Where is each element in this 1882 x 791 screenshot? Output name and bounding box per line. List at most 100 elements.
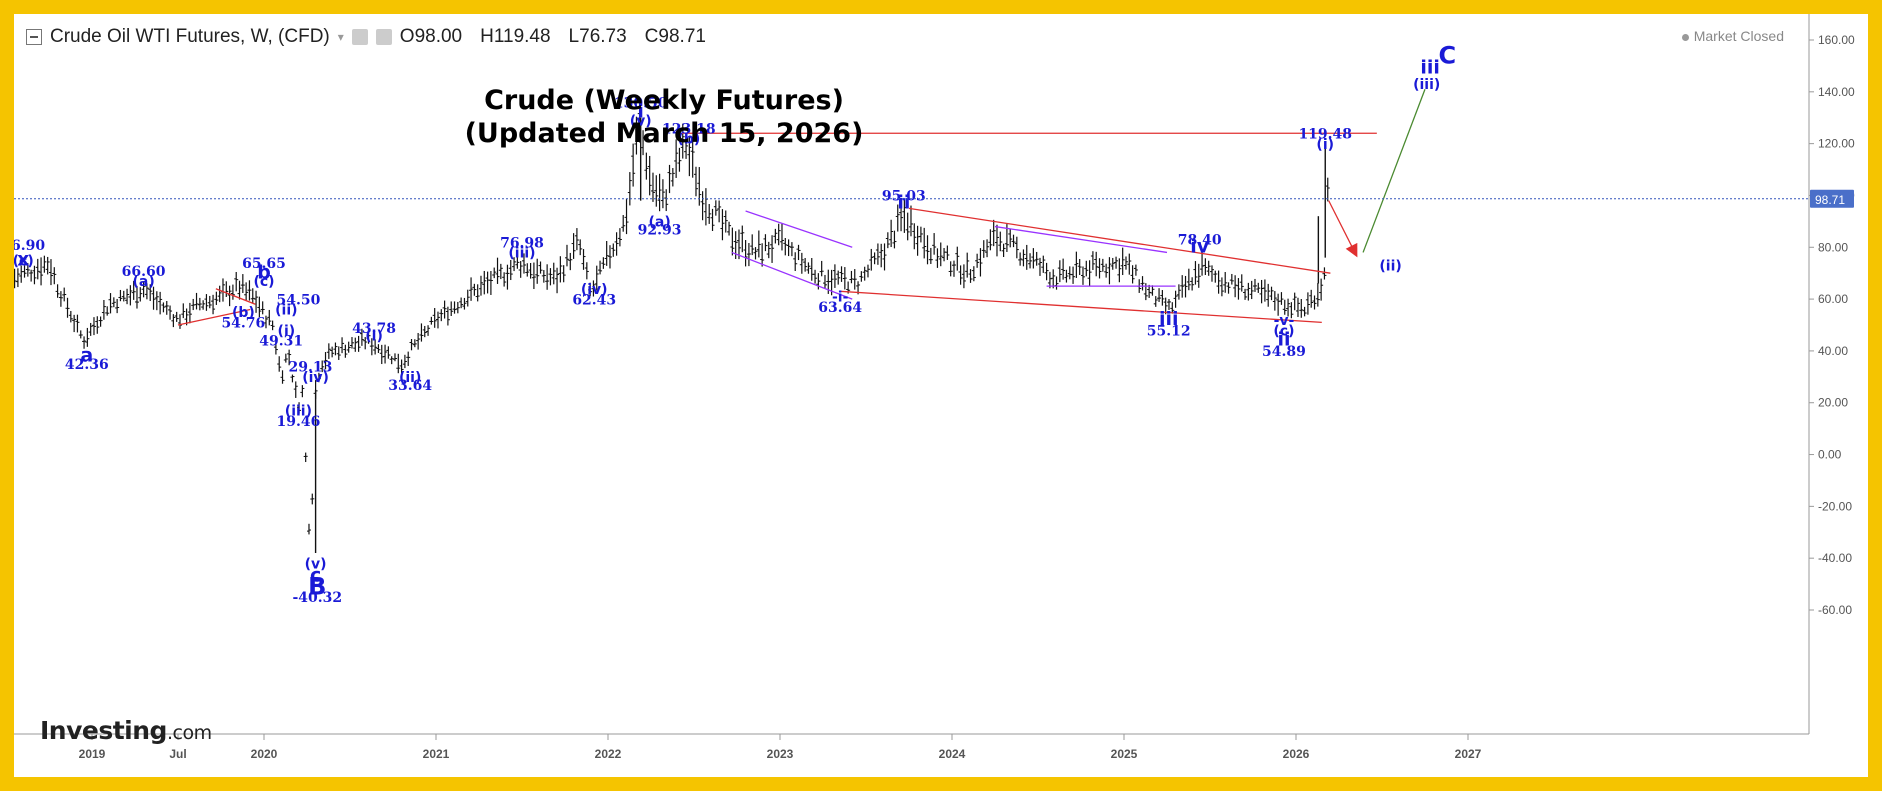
wave-label: i <box>637 101 644 123</box>
price-label: 123.18 <box>662 121 716 137</box>
wave-label: (a) <box>648 215 670 231</box>
price-label: 78.40 <box>1178 233 1222 249</box>
price-label: 76.90 <box>14 238 45 254</box>
investing-logo: Investing.com <box>40 716 212 745</box>
price-label: 33.64 <box>388 378 432 394</box>
price-label: -40.32 <box>292 590 342 606</box>
y-tick-label: 60.00 <box>1818 292 1848 306</box>
wave-label: (iii) <box>508 246 535 262</box>
x-tick-label: 2024 <box>939 747 966 761</box>
last-price-text: 98.71 <box>1815 193 1845 207</box>
price-label: 62.43 <box>572 292 616 308</box>
price-bars-layer <box>14 101 1330 553</box>
wave-label: (iv) <box>581 282 608 298</box>
trendline <box>908 207 1331 274</box>
wave-label: (iii) <box>1413 77 1440 93</box>
trendline <box>177 308 251 326</box>
x-tick-label: 2022 <box>595 747 622 761</box>
trendline <box>745 210 853 248</box>
wave-label: (iv) <box>302 370 329 386</box>
settings-icon[interactable] <box>351 29 368 45</box>
price-label: 63.64 <box>818 300 862 316</box>
y-tick-label: 160.00 <box>1818 33 1855 47</box>
x-tick-label: 2019 <box>79 747 106 761</box>
wave-labels-layer: 76.90x(c)66.60(a)a42.36(b)54.7665.65b(c)… <box>14 41 1456 606</box>
price-chart[interactable]: 160.00140.00120.00100.0080.0060.0040.002… <box>14 14 1868 777</box>
trendline <box>994 225 1168 254</box>
price-label: 95.03 <box>882 189 926 205</box>
wave-label: c <box>310 565 321 587</box>
wave-label: x <box>17 248 29 270</box>
high-value: 119.48 <box>493 26 551 47</box>
wave-label: (i) <box>365 329 383 345</box>
wave-label: (iii) <box>285 404 312 420</box>
chart-header: Crude Oil WTI Futures, W, (CFD) ▾ O98.00… <box>26 26 716 48</box>
price-label: 54.89 <box>1262 344 1306 360</box>
price-label: 65.65 <box>242 256 286 272</box>
y-tick-label: -40.00 <box>1818 551 1852 565</box>
logo-name: Investing <box>40 716 167 745</box>
wave-label: (b) <box>232 305 255 321</box>
gear-icon[interactable] <box>375 29 392 45</box>
wave-label: (i) <box>278 323 296 339</box>
wave-label: (ii) <box>1379 259 1401 275</box>
wave-label: (i) <box>1316 137 1334 153</box>
price-label: 55.12 <box>1147 323 1191 339</box>
y-tick-label: 120.00 <box>1818 137 1855 151</box>
price-label: 54.76 <box>221 316 265 332</box>
trendline <box>1328 200 1358 258</box>
market-status: Market Closed <box>1681 28 1784 44</box>
wave-label: iv <box>1190 235 1210 257</box>
wave-label: ii <box>1277 329 1290 351</box>
x-tick-label: 2020 <box>251 747 278 761</box>
instrument-name: Crude Oil WTI Futures, W, (CFD) <box>50 26 330 47</box>
open-value: 98.00 <box>414 26 463 47</box>
collapse-icon[interactable] <box>26 29 42 45</box>
y-tick-label: -20.00 <box>1818 499 1852 513</box>
wave-label: (c) <box>1273 323 1294 339</box>
status-dot-icon <box>1681 33 1689 41</box>
trendline <box>731 251 853 300</box>
chart-title-block: Crude (Weekly Futures) (Updated March 15… <box>14 84 1314 150</box>
chevron-down-icon[interactable]: ▾ <box>337 30 344 44</box>
wave-label: (ii) <box>275 303 297 319</box>
logo-suffix: .com <box>166 722 212 744</box>
price-label: 42.36 <box>65 357 109 373</box>
price-label: 92.93 <box>638 222 682 238</box>
wave-label: (v) <box>630 114 652 130</box>
close-value: 98.71 <box>658 26 706 47</box>
wave-label: ii <box>897 191 910 213</box>
trendlines-layer <box>177 88 1426 326</box>
price-label: 130.50 <box>614 95 668 111</box>
open-label: O <box>399 26 415 47</box>
wave-label: iii <box>1420 57 1440 79</box>
price-label: 76.98 <box>500 235 544 251</box>
x-tick-label: Jul <box>169 747 186 761</box>
last-price-badge <box>1810 189 1854 208</box>
wave-label: (b) <box>677 132 700 148</box>
trendline <box>840 290 1322 324</box>
price-label: 19.46 <box>276 414 320 430</box>
wave-label: -i- <box>832 290 849 306</box>
wave-label: (c) <box>253 274 274 290</box>
y-tick-label: 0.00 <box>1818 448 1842 462</box>
wave-label: (c) <box>14 253 34 269</box>
wave-label: a <box>80 344 93 366</box>
status-text: Market Closed <box>1693 28 1784 44</box>
wave-label: (v) <box>305 557 327 573</box>
low-value: 76.73 <box>579 26 627 47</box>
price-label: 54.50 <box>276 292 320 308</box>
wave-label: (ii) <box>399 370 421 386</box>
last-price-layer: 98.71 <box>14 189 1854 208</box>
wave-label: (a) <box>132 274 154 290</box>
price-label: 49.31 <box>259 334 303 350</box>
x-tick-label: 2023 <box>767 747 794 761</box>
chart-subtitle: (Updated March 15, 2026) <box>464 118 864 149</box>
close-label: C <box>644 26 659 47</box>
x-tick-label: 2026 <box>1283 747 1310 761</box>
wave-label: -v- <box>1274 313 1295 329</box>
price-label: 119.48 <box>1298 126 1352 142</box>
low-label: L <box>568 26 580 47</box>
y-tick-label: 20.00 <box>1818 396 1848 410</box>
